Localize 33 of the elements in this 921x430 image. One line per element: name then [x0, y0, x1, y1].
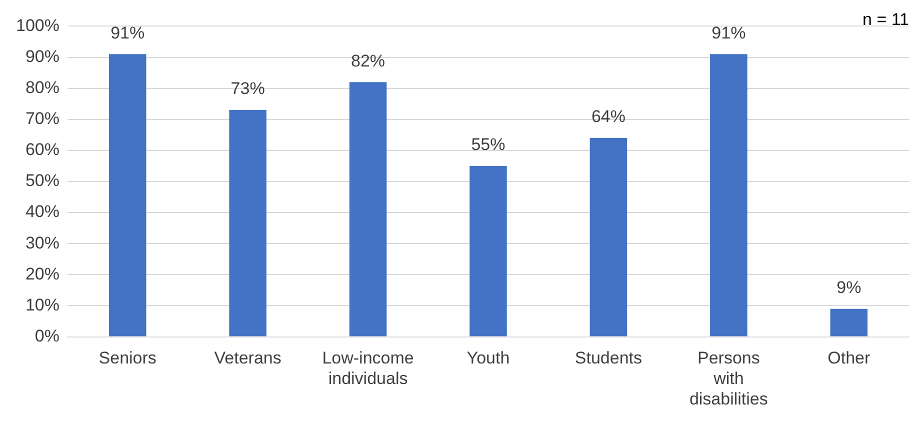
y-tick-label: 70% — [25, 109, 60, 128]
y-tick-label: 0% — [34, 326, 60, 346]
y-tick-label: 90% — [25, 46, 60, 66]
bar — [590, 138, 628, 336]
bar — [349, 82, 387, 336]
data-label: 64% — [591, 107, 626, 126]
x-tick-label: Students — [574, 348, 642, 368]
data-label: 73% — [230, 79, 265, 98]
x-tick-label: Persons with disabilities — [689, 348, 768, 408]
bar — [710, 54, 748, 336]
data-label: 55% — [471, 135, 506, 154]
y-tick-label: 20% — [25, 264, 60, 284]
data-label: 91% — [110, 23, 145, 42]
y-tick-label: 80% — [25, 78, 60, 98]
y-tick-label: 40% — [25, 202, 60, 222]
x-tick-label: Youth — [466, 348, 510, 368]
bar — [229, 110, 266, 336]
x-tick-label: Other — [828, 348, 870, 368]
bar — [830, 308, 868, 336]
y-tick-label: 30% — [25, 233, 60, 252]
bar — [108, 54, 146, 336]
x-tick-label: Seniors — [98, 348, 156, 368]
data-label: 82% — [351, 51, 386, 70]
x-tick-label: Low-income individuals — [322, 348, 414, 388]
y-tick-label: 10% — [25, 295, 60, 314]
y-tick-label: 60% — [25, 140, 60, 160]
x-tick-label: Veterans — [214, 348, 282, 368]
data-label: 9% — [836, 278, 862, 298]
bar — [470, 166, 507, 336]
y-tick-label: 50% — [25, 171, 60, 190]
y-tick-label: 100% — [16, 16, 60, 35]
data-label: 91% — [712, 23, 746, 42]
annotation: n = 11 — [862, 10, 909, 30]
